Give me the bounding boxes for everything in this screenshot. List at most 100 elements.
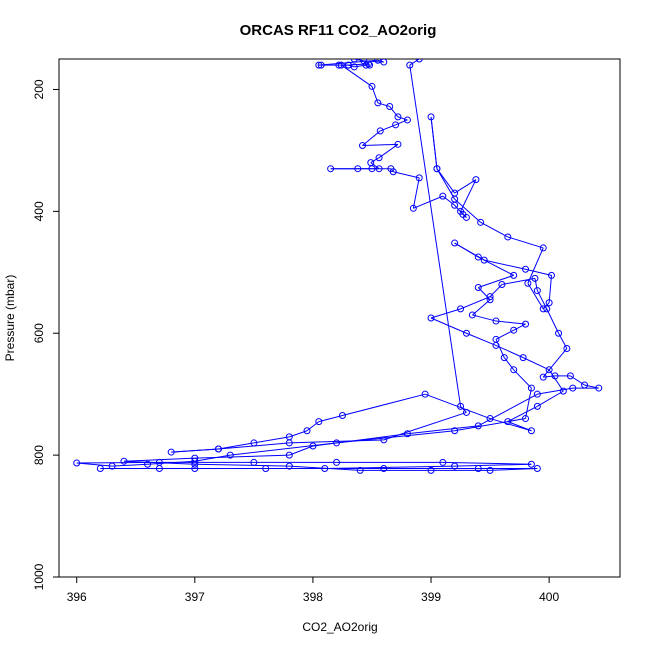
series-line-segment (534, 278, 538, 291)
series-line-segment (466, 332, 497, 346)
data-point (510, 271, 518, 279)
data-point (492, 341, 500, 349)
series-line-segment (340, 64, 373, 87)
data-point (226, 451, 234, 459)
y-tick-label: 200 (32, 79, 46, 99)
series-line-segment (501, 277, 536, 285)
data-point (545, 299, 553, 307)
series-line-segment (342, 393, 426, 416)
series-line-segment (507, 405, 538, 423)
data-point (498, 280, 506, 288)
series-line-segment (413, 195, 444, 209)
data-point (563, 344, 571, 352)
series-line-segment (412, 177, 420, 209)
data-point (522, 415, 530, 423)
series-line-segment (395, 119, 408, 126)
data-point (486, 296, 494, 304)
data-point (533, 402, 541, 410)
data-point (569, 384, 577, 392)
data-point (333, 458, 341, 466)
series-line-segment (312, 433, 408, 447)
data-point (96, 465, 104, 473)
series-line-segment (527, 283, 544, 310)
series-line-segment (503, 357, 515, 371)
data-point (555, 329, 563, 337)
x-tick-label: 397 (185, 590, 205, 604)
data-point (510, 326, 518, 334)
x-tick-label: 396 (67, 590, 87, 604)
data-point (389, 168, 397, 176)
data-point (191, 457, 199, 465)
series-line-segment (522, 357, 550, 371)
data-point (392, 121, 400, 129)
data-point (439, 458, 447, 466)
data-point (474, 465, 482, 473)
data-point (317, 61, 325, 69)
series-line-segment (289, 445, 314, 456)
data-point (551, 372, 559, 380)
data-point (500, 354, 508, 362)
series-line-segment (442, 195, 455, 206)
data-point (451, 462, 459, 470)
y-tick-label: 400 (32, 201, 46, 221)
data-point (474, 284, 482, 292)
data-point (486, 415, 494, 423)
data-point (559, 387, 567, 395)
data-point (262, 465, 270, 473)
data-point (539, 373, 547, 381)
data-point (366, 61, 374, 69)
data-point (457, 207, 465, 215)
data-point (480, 256, 488, 264)
data-point (321, 465, 329, 473)
data-point (406, 61, 414, 69)
series-line-segment (370, 162, 380, 170)
data-point (527, 460, 535, 468)
series-line-segment (478, 274, 514, 289)
series-line-segment (480, 221, 509, 238)
data-point (486, 466, 494, 474)
data-point (462, 408, 470, 416)
series-line-segment (495, 344, 524, 359)
data-point (533, 390, 541, 398)
data-point (533, 287, 541, 295)
data-point (333, 439, 341, 447)
series-line-segment (513, 369, 532, 389)
y-tick-label: 600 (32, 323, 46, 343)
data-point (250, 439, 258, 447)
data-point (421, 390, 429, 398)
series-line-segment (76, 462, 113, 467)
data-point (477, 218, 485, 226)
series-line-segment (362, 130, 381, 146)
data-point (285, 451, 293, 459)
data-point (533, 465, 541, 473)
data-layer (73, 59, 603, 474)
series-line-segment (454, 242, 479, 258)
series-line-segment (548, 275, 552, 303)
data-point (531, 274, 539, 282)
data-point (492, 317, 500, 325)
series-line-segment (454, 198, 481, 223)
data-point (394, 113, 402, 121)
data-point (374, 99, 382, 107)
series-line-segment (472, 314, 497, 322)
data-point (155, 465, 163, 473)
data-point (527, 384, 535, 392)
data-point (548, 271, 555, 279)
series-line-segment (354, 59, 364, 62)
series-line-segment (383, 411, 467, 441)
data-point (368, 82, 376, 90)
series-line-segment (409, 65, 462, 407)
y-axis-label: Pressure (mbar) (3, 275, 17, 362)
data-point (462, 329, 470, 337)
data-point (375, 165, 383, 173)
data-point (364, 60, 372, 68)
series-line-segment (194, 463, 290, 467)
data-point (354, 165, 362, 173)
data-point (285, 439, 293, 447)
series-line-segment (460, 296, 491, 310)
series-line-segment (454, 179, 477, 194)
data-point (73, 459, 81, 467)
data-point (433, 165, 441, 173)
data-point (472, 176, 480, 184)
